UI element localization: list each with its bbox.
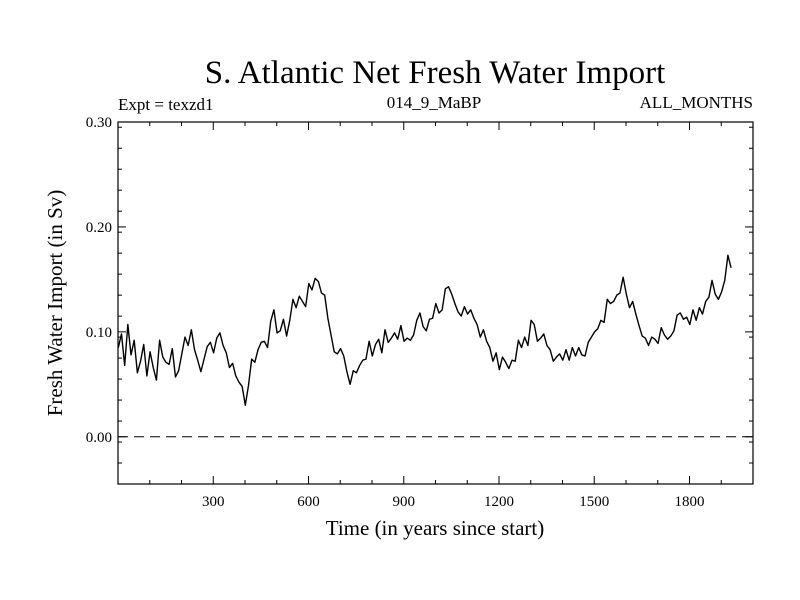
- y-axis-ticks: 0.00 0.10 0.20 0.30: [86, 115, 753, 485]
- x-tick-label: 1800: [675, 494, 705, 510]
- y-tick-label: 0.00: [86, 430, 112, 446]
- period-label: 014_9_MaBP: [387, 93, 481, 112]
- x-tick-label: 300: [202, 494, 225, 510]
- y-tick-label: 0.10: [86, 325, 112, 341]
- x-tick-label: 600: [297, 494, 320, 510]
- x-tick-label: 1200: [484, 494, 514, 510]
- y-tick-label: 0.20: [86, 220, 112, 236]
- chart-title: S. Atlantic Net Fresh Water Import: [205, 55, 666, 91]
- x-axis-ticks: 300 600 900 1200 1500 1800: [149, 122, 722, 510]
- plot-frame: [117, 121, 754, 485]
- x-axis-label: Time (in years since start): [326, 516, 545, 540]
- series-line-fresh-water-import: [117, 254, 732, 406]
- y-axis-label: Fresh Water Import (in Sv): [43, 190, 67, 417]
- x-tick-label: 900: [393, 494, 416, 510]
- x-tick-label: 1500: [579, 494, 609, 510]
- months-label: ALL_MONTHS: [640, 93, 753, 112]
- experiment-label: Expt = texzd1: [118, 95, 214, 114]
- y-tick-label: 0.30: [86, 115, 112, 131]
